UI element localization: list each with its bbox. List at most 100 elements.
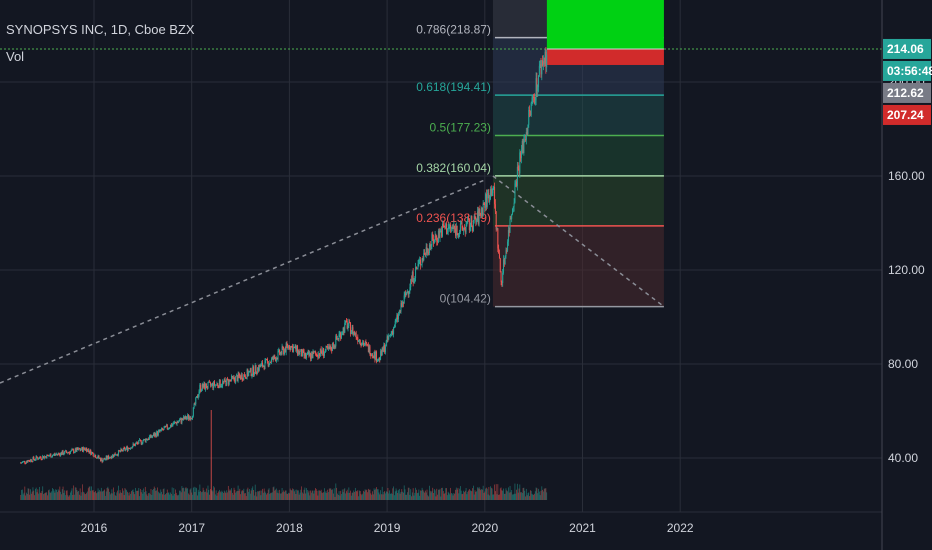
- candle-body: [173, 422, 175, 425]
- volume-bar: [346, 489, 348, 500]
- symbol-title[interactable]: SYNOPSYS INC, 1D, Cboe BZX: [6, 22, 195, 37]
- candle-body: [91, 452, 93, 454]
- candle-body: [109, 457, 111, 459]
- candle-body: [23, 460, 25, 462]
- volume-bar: [316, 490, 318, 500]
- volume-bar: [308, 490, 310, 500]
- volume-bar: [118, 485, 119, 500]
- volume-bar: [83, 491, 84, 500]
- candle-body: [308, 352, 310, 356]
- candle-body: [79, 449, 81, 451]
- volume-bar: [517, 492, 519, 500]
- candle-body: [21, 462, 23, 464]
- candle-body: [463, 227, 465, 231]
- volume-bar: [400, 491, 402, 500]
- candle-body: [198, 391, 200, 396]
- candle-body: [515, 181, 517, 184]
- candle-body: [483, 203, 485, 205]
- volume-bar: [343, 489, 345, 500]
- candle-body: [396, 315, 398, 320]
- volume-bar: [473, 485, 474, 500]
- volume-bar: [470, 490, 472, 500]
- volume-bar: [87, 491, 88, 500]
- volume-bar: [101, 491, 103, 500]
- candle-body: [394, 320, 396, 328]
- volume-bar: [227, 492, 228, 500]
- candle-body: [205, 383, 207, 390]
- volume-bar: [351, 492, 353, 500]
- candle-body: [389, 335, 391, 337]
- volume-bar: [59, 486, 61, 500]
- candle-body: [86, 448, 88, 452]
- candle-body: [407, 291, 409, 295]
- candle-body: [440, 230, 442, 232]
- volume-bar: [302, 493, 304, 500]
- candle-body: [159, 430, 161, 432]
- candle-body: [208, 381, 210, 383]
- candle-body: [181, 418, 183, 423]
- volume-bar: [34, 495, 35, 500]
- volume-indicator-label[interactable]: Vol: [6, 49, 25, 64]
- candle-body: [411, 279, 413, 281]
- candle-body: [542, 60, 544, 66]
- candle-body: [218, 379, 220, 388]
- volume-bar: [88, 486, 90, 500]
- volume-bar: [454, 493, 456, 500]
- volume-bar: [324, 488, 325, 500]
- volume-bar: [529, 496, 530, 500]
- volume-bar: [536, 488, 538, 500]
- candle-body: [245, 377, 247, 379]
- volume-bar: [527, 493, 529, 500]
- candle-body: [543, 61, 545, 64]
- candle-body: [542, 61, 544, 66]
- volume-bar: [402, 492, 404, 500]
- volume-bar: [294, 489, 296, 500]
- candle-body: [341, 333, 343, 335]
- candle-body: [44, 456, 46, 458]
- volume-bar: [520, 492, 522, 500]
- candle-body: [274, 355, 276, 358]
- volume-bar: [387, 487, 389, 500]
- candle-body: [480, 213, 482, 216]
- candle-body: [447, 228, 449, 233]
- volume-bar: [373, 488, 375, 500]
- candle-body: [310, 353, 312, 359]
- volume-bar: [162, 489, 164, 500]
- candle-body: [402, 301, 404, 304]
- candle-body: [156, 431, 158, 437]
- volume-bar: [78, 490, 79, 500]
- candle-body: [178, 420, 180, 422]
- candle-body: [155, 433, 157, 437]
- volume-bar: [116, 492, 118, 500]
- candle-body: [266, 358, 268, 362]
- volume-bar: [354, 492, 355, 500]
- candle-body: [387, 336, 389, 340]
- volume-bar: [324, 492, 326, 500]
- volume-bar: [187, 488, 189, 500]
- volume-bar: [80, 495, 82, 500]
- candle-body: [450, 224, 452, 229]
- candle-body: [68, 452, 70, 454]
- volume-bar: [137, 490, 139, 500]
- candle-body: [225, 380, 227, 386]
- volume-bar: [486, 487, 487, 500]
- volume-bar: [95, 490, 97, 500]
- candle-body: [163, 427, 165, 430]
- candle-body: [64, 451, 66, 454]
- volume-bar: [306, 488, 307, 500]
- candle-body: [422, 258, 424, 261]
- volume-bar: [389, 493, 391, 500]
- candle-body: [323, 348, 325, 356]
- volume-bar: [359, 490, 360, 500]
- volume-bar: [64, 490, 66, 500]
- candle-body: [280, 352, 282, 354]
- volume-bar: [519, 484, 521, 500]
- price-label-box: [883, 82, 931, 103]
- candle-body: [316, 354, 318, 357]
- volume-bar: [216, 495, 218, 500]
- volume-bar: [47, 495, 48, 500]
- volume-bar: [43, 494, 44, 500]
- candle-body: [230, 379, 232, 381]
